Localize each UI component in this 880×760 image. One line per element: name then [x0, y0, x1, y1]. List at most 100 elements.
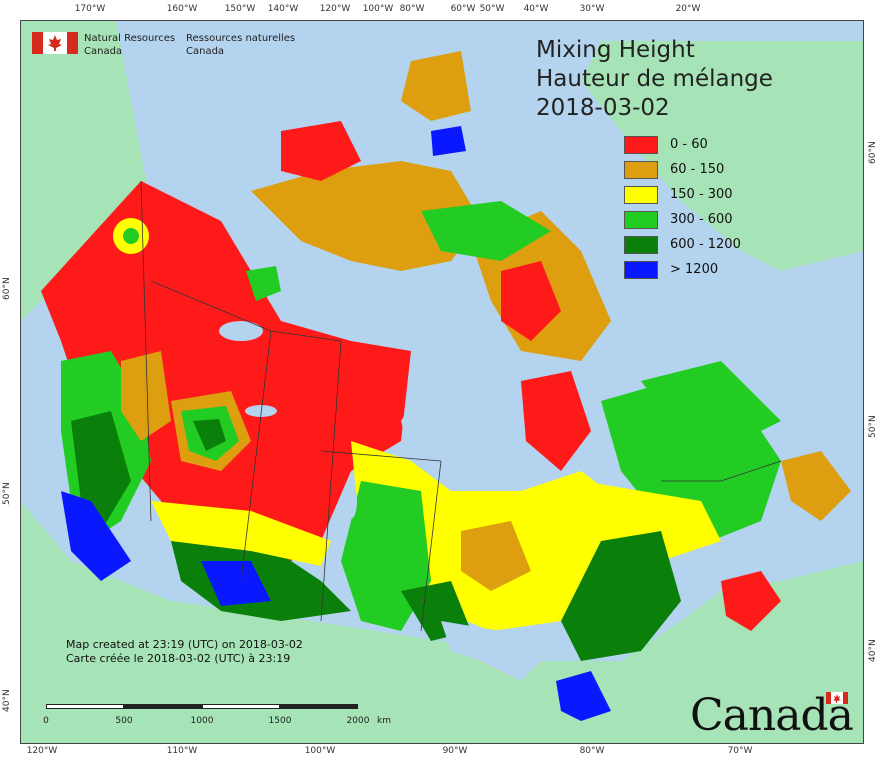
map-canvas	[21, 21, 863, 743]
map-title: Mixing Height Hauteur de mélange 2018-03…	[536, 36, 773, 123]
graticule-label-top: 160°W	[166, 4, 198, 14]
alaska-landmass	[21, 21, 146, 321]
region-0-60-baffin	[501, 261, 561, 341]
region-300-600-labrador	[641, 361, 781, 441]
legend-item: > 1200	[624, 257, 741, 282]
graticule-label-bottom: 100°W	[304, 746, 336, 756]
region-150-300-prairies	[151, 501, 331, 566]
legend-item: 150 - 300	[624, 182, 741, 207]
region-0-60-quebec	[521, 371, 591, 471]
created-en: Map created at 23:19 (UTC) on 2018-03-02	[66, 638, 303, 651]
canada-mixing-height-layer	[41, 51, 851, 721]
legend-label: 600 - 1200	[670, 237, 741, 252]
legend-label: 300 - 600	[670, 212, 733, 227]
graticule-label-top: 80°W	[399, 4, 425, 14]
legend-swatch	[624, 160, 658, 179]
region-300-600-ellesmere	[421, 201, 551, 261]
graticule-label-top: 150°W	[224, 4, 256, 14]
lake-winnipeg	[345, 483, 357, 519]
graticule-label-bottom: 80°W	[579, 746, 605, 756]
graticule-label-left: 40°N	[2, 689, 12, 712]
legend-swatch	[624, 185, 658, 204]
graticule-label-bottom: 110°W	[166, 746, 198, 756]
graticule-label-top: 100°W	[362, 4, 394, 14]
great-bear-lake	[219, 321, 263, 341]
graticule-label-right: 60°N	[868, 141, 878, 164]
graticule-label-bottom: 70°W	[727, 746, 753, 756]
agency-fr-line2: Canada	[186, 46, 225, 57]
region-1200-devon	[431, 126, 466, 156]
region-60-150-ontario	[461, 521, 531, 591]
scale-segment	[124, 704, 202, 709]
graticule-label-top: 50°W	[479, 4, 505, 14]
greenland-landmass	[581, 41, 863, 271]
scale-segment	[280, 704, 358, 709]
legend-label: 60 - 150	[670, 162, 725, 177]
scale-segment	[46, 704, 124, 709]
legend-swatch	[624, 235, 658, 254]
legend-item: 0 - 60	[624, 132, 741, 157]
great-lakes	[441, 621, 541, 681]
graticule-label-top: 140°W	[267, 4, 299, 14]
legend: 0 - 60 60 - 150 150 - 300 300 - 600 600 - 12…	[624, 132, 741, 282]
scale-label: 1500	[268, 716, 292, 726]
creation-note: Map created at 23:19 (UTC) on 2018-03-02…	[66, 638, 303, 666]
provincial-boundaries	[140, 180, 782, 632]
region-1200-southern-ontario	[556, 671, 611, 721]
title-en: Mixing Height	[536, 37, 695, 63]
map-frame	[20, 20, 864, 744]
usa-landmass	[21, 501, 863, 743]
agency-name-fr: Ressources naturelles Canada	[186, 32, 295, 58]
canada-flag-icon	[32, 32, 78, 54]
graticule-label-bottom: 120°W	[26, 746, 58, 756]
graticule-label-top: 40°W	[523, 4, 549, 14]
region-0-60-west	[41, 181, 411, 581]
graticule-label-right: 40°N	[868, 639, 878, 662]
legend-item: 300 - 600	[624, 207, 741, 232]
title-date: 2018-03-02	[536, 95, 670, 121]
region-0-60-islands	[281, 121, 361, 181]
region-600-1200-st-lawrence	[561, 531, 681, 661]
graticule-label-top: 30°W	[579, 4, 605, 14]
region-1200-bc	[61, 491, 131, 581]
scale-bar: 0 500 1000 1500 2000 km	[43, 704, 391, 726]
legend-label: > 1200	[670, 262, 719, 277]
region-0-60-maritimes	[721, 571, 781, 631]
region-60-150-nfld	[781, 451, 851, 521]
graticule-label-top: 20°W	[675, 4, 701, 14]
agency-name-en: Natural Resources Canada	[84, 32, 175, 58]
legend-label: 0 - 60	[670, 137, 708, 152]
scale-unit: km	[377, 716, 391, 726]
scale-segment	[202, 704, 280, 709]
scale-label: 1000	[190, 716, 214, 726]
legend-item: 60 - 150	[624, 157, 741, 182]
legend-swatch	[624, 135, 658, 154]
agency-en-line2: Canada	[84, 46, 123, 57]
graticule-label-left: 50°N	[2, 482, 12, 505]
graticule-label-right: 50°N	[868, 415, 878, 438]
scale-label: 500	[115, 716, 133, 726]
scale-label: 2000	[346, 716, 370, 726]
agency-fr-line1: Ressources naturelles	[186, 33, 296, 44]
region-300-600-nunavut	[246, 266, 281, 301]
graticule-label-bottom: 90°W	[442, 746, 468, 756]
region-300-600-yukon	[123, 228, 139, 244]
graticule-label-top: 170°W	[74, 4, 106, 14]
created-fr: Carte créée le 2018-03-02 (UTC) à 23:19	[66, 652, 291, 665]
legend-swatch	[624, 260, 658, 279]
region-600-1200-interior	[193, 419, 226, 451]
region-1200-montana-border	[201, 561, 271, 606]
hudson-bay	[401, 351, 541, 491]
legend-swatch	[624, 210, 658, 229]
region-60-150-arctic	[251, 161, 481, 271]
legend-label: 150 - 300	[670, 187, 733, 202]
graticule-label-top: 60°W	[450, 4, 476, 14]
agency-en-line1: Natural Resources	[84, 33, 176, 44]
wordmark-flag-icon	[826, 692, 848, 704]
region-60-150-ellesmere	[401, 51, 471, 121]
region-60-150-bc	[121, 351, 171, 441]
graticule-label-top: 120°W	[319, 4, 351, 14]
legend-item: 600 - 1200	[624, 232, 741, 257]
title-fr: Hauteur de mélange	[536, 66, 773, 92]
